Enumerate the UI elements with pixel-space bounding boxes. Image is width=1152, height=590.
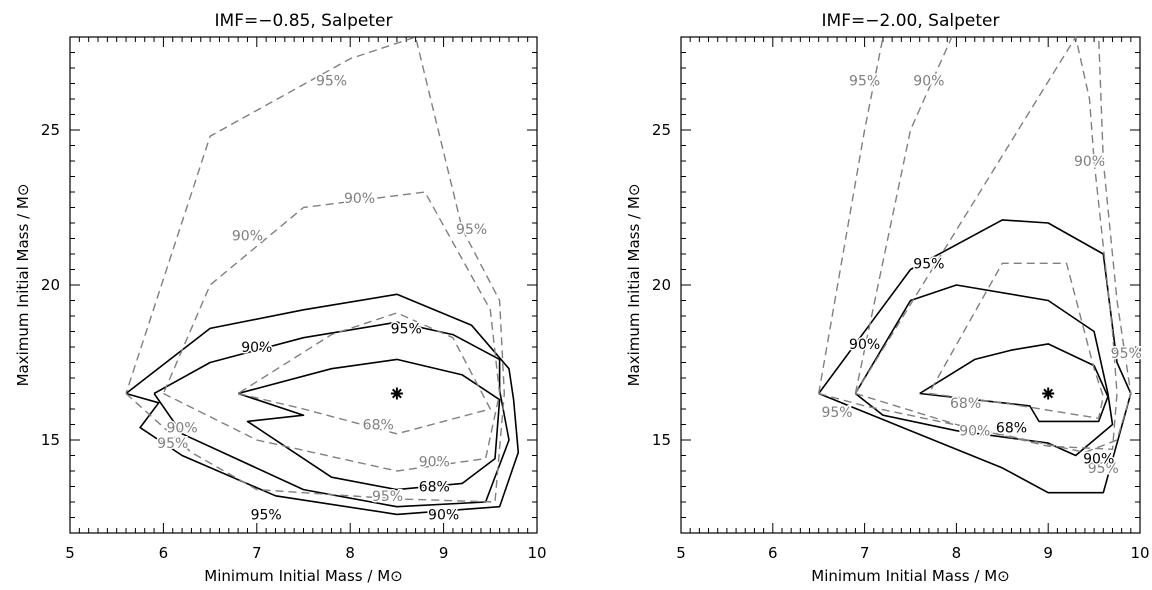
chart-title: IMF=−2.00, Salpeter — [822, 11, 1000, 31]
best-fit-asterisk-icon — [1042, 387, 1055, 400]
x-tick-label: 8 — [345, 544, 355, 562]
contour-label: 95% — [316, 73, 347, 89]
dashed-contour-90 — [162, 191, 501, 472]
y-tick-label: 25 — [41, 121, 60, 139]
contour-label: 95% — [391, 321, 422, 337]
y-tick-label: 20 — [652, 276, 671, 294]
solid-contour-90 — [153, 321, 510, 508]
contour-label: 95% — [821, 405, 852, 421]
y-tick-label: 15 — [652, 431, 671, 449]
contour-label: 95% — [1111, 346, 1142, 362]
contour-label: 90% — [344, 191, 375, 207]
contour-label: 90% — [913, 73, 944, 89]
contour-label: 90% — [428, 507, 459, 523]
contour-label: 95% — [913, 256, 944, 272]
contour-label: 68% — [419, 480, 450, 496]
x-tick-label: 6 — [768, 544, 778, 562]
right-contour-panel: 5 6 7 8 9 10 15 20 25 IMF=−2.00, Salpeter Minimum … — [625, 11, 1150, 585]
y-axis-label: Maximum Initial Mass / M⊙ — [625, 184, 643, 387]
x-tick-label: 6 — [159, 544, 169, 562]
dashed-contour-68 — [928, 262, 1105, 419]
y-tick-label: 20 — [41, 276, 60, 294]
x-tick-label: 9 — [1043, 544, 1053, 562]
asterisk-stroke — [391, 388, 402, 399]
contour-label: 68% — [363, 418, 394, 434]
contour-label: 90% — [232, 228, 263, 244]
asterisk-stroke — [1043, 388, 1054, 399]
dashed-contour-68 — [237, 312, 491, 435]
contour-label: 95% — [372, 489, 403, 505]
dashed-contour-95 — [125, 36, 505, 503]
contour-label: 90% — [241, 340, 272, 356]
dashed-contour-95 — [818, 36, 1132, 454]
plot-frame — [680, 36, 1141, 534]
contour-label: 68% — [996, 421, 1027, 437]
y-axis-label: Maximum Initial Mass / M⊙ — [14, 184, 32, 387]
solid-contour-90 — [854, 284, 1114, 457]
x-tick-label: 10 — [1130, 544, 1149, 562]
solid-contour-95 — [125, 293, 520, 516]
contour-label: 95% — [1088, 461, 1119, 477]
x-tick-label: 5 — [676, 544, 686, 562]
contour-label: 95% — [157, 436, 188, 452]
x-axis-label: Minimum Initial Mass / M⊙ — [204, 567, 402, 585]
dashed-contour-90 — [854, 36, 1118, 450]
contour-label: 90% — [959, 424, 990, 440]
contour-label: 90% — [167, 421, 198, 437]
y-tick-label: 15 — [41, 431, 60, 449]
solid-contour-68 — [237, 358, 501, 491]
chart-title: IMF=−0.85, Salpeter — [215, 11, 393, 31]
contour-label: 95% — [849, 73, 880, 89]
contour-label: 95% — [251, 507, 282, 523]
x-tick-label: 9 — [439, 544, 449, 562]
solid-contour-68 — [919, 343, 1109, 423]
y-tick-label: 25 — [652, 121, 671, 139]
x-tick-label: 10 — [527, 544, 546, 562]
left-contour-panel: 5 6 7 8 9 10 15 20 25 IMF=−0.85, Salpeter Minimum … — [14, 11, 547, 585]
dashed-contour-extra — [818, 36, 884, 394]
contour-label: 90% — [419, 455, 450, 471]
x-tick-label: 8 — [952, 544, 962, 562]
x-tick-label: 7 — [860, 544, 870, 562]
contour-label: 90% — [849, 337, 880, 353]
contour-label: 95% — [456, 222, 487, 238]
x-tick-label: 7 — [252, 544, 262, 562]
best-fit-asterisk-icon — [390, 387, 403, 400]
contour-label: 68% — [950, 396, 981, 412]
contour-label: 90% — [1083, 452, 1114, 468]
x-axis-label: Minimum Initial Mass / M⊙ — [811, 567, 1009, 585]
x-tick-label: 5 — [65, 544, 75, 562]
contour-label: 90% — [1074, 154, 1105, 170]
